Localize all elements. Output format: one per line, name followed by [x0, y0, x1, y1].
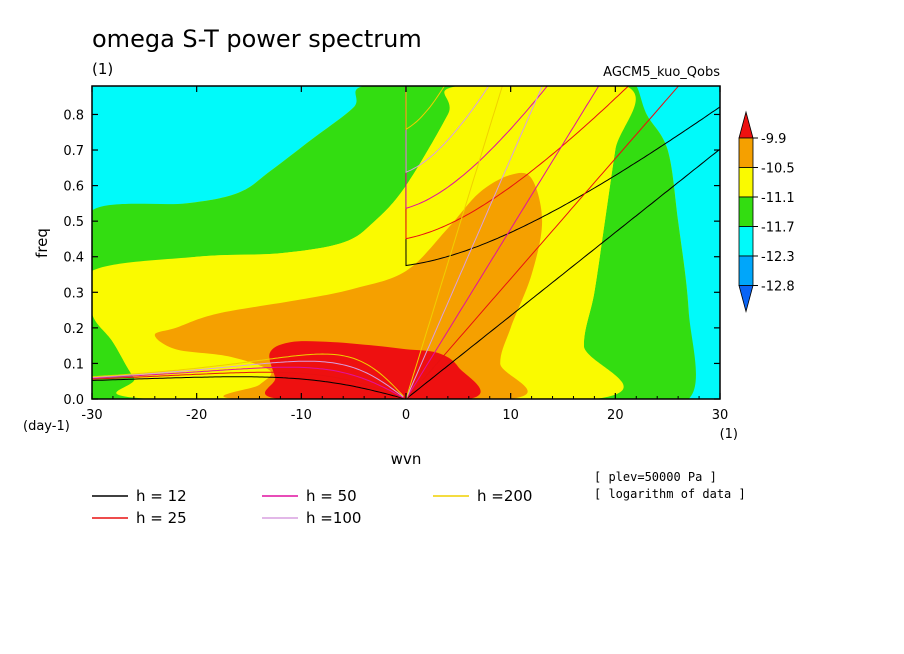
colorbar-swatch: [738, 196, 754, 227]
y-unit-label: (day-1): [23, 419, 70, 434]
x-tick-label: 20: [607, 408, 624, 423]
colorbar-arrow-bottom: [738, 285, 754, 314]
note-plev: [ plev=50000 Pa ]: [594, 470, 717, 484]
inertia-gravity-curve-h100: [405, 86, 490, 173]
x-tick-label: 0: [402, 408, 410, 423]
kelvin-curve-h100: [405, 86, 543, 399]
legend-label-h100: h =100: [306, 509, 361, 527]
rossby-curve-h200: [92, 353, 404, 397]
colorbar-label: -12.3: [761, 250, 795, 265]
legend-label-h50: h = 50: [306, 487, 357, 505]
colorbar-label: -10.5: [761, 162, 795, 177]
y-tick-label: 0.0: [63, 393, 84, 408]
contour-region-10: [265, 341, 481, 399]
x-axis: -30 -20 -10 0 10 20 30: [81, 86, 728, 423]
rossby-curve-h12: [92, 376, 404, 399]
colorbar-label: -9.9: [761, 132, 786, 147]
chart-title: omega S-T power spectrum: [92, 25, 422, 53]
legend-label-h25: h = 25: [136, 509, 187, 527]
colorbar-label: -12.8: [761, 280, 795, 295]
x-unit-label: (1): [720, 427, 738, 442]
contour-region-5: [92, 86, 464, 273]
colorbar-arrow-top: [738, 110, 754, 139]
inertia-gravity-curve-h50: [405, 86, 548, 209]
chart-subtitle-left: (1): [92, 60, 113, 78]
inertia-gravity-curve-h25: [405, 86, 630, 240]
contour-region-7: [582, 86, 696, 399]
legend: h = 12 h = 25 h = 50 h =100 h =200: [92, 487, 532, 527]
y-axis: 0.0 0.1 0.2 0.3 0.4 0.5 0.6 0.7 0.8: [63, 108, 720, 408]
colorbar-label: -11.1: [761, 191, 795, 206]
y-tick-label: 0.1: [63, 357, 84, 372]
colorbar-swatch: [738, 226, 754, 257]
colorbar-swatch: [738, 167, 754, 198]
contour-region-9: [154, 172, 543, 399]
rossby-curve-h100: [92, 360, 404, 398]
x-tick-label: -30: [81, 408, 102, 423]
x-tick-label: 10: [502, 408, 519, 423]
y-tick-label: 0.3: [63, 286, 84, 301]
colorbar: -9.9 -10.5 -11.1 -11.7 -12.3 -12.8: [738, 110, 795, 314]
x-tick-label: -10: [291, 408, 312, 423]
x-tick-label: -20: [186, 408, 207, 423]
inertia-gravity-curve-h12: [405, 86, 720, 267]
x-tick-label: 30: [712, 408, 729, 423]
kelvin-curve-h50: [405, 86, 600, 399]
x-axis-label: wvn: [391, 450, 422, 468]
colorbar-swatch: [738, 255, 754, 286]
kelvin-curve-h200: [405, 86, 503, 399]
y-tick-label: 0.6: [63, 180, 84, 195]
colorbar-swatch: [738, 137, 754, 168]
kelvin-curve-h12: [405, 148, 720, 399]
legend-label-h200: h =200: [477, 487, 532, 505]
y-tick-label: 0.5: [63, 215, 84, 230]
contour-region-3: [92, 86, 383, 219]
y-tick-label: 0.4: [63, 251, 84, 266]
y-tick-label: 0.2: [63, 322, 84, 337]
y-tick-label: 0.8: [63, 108, 84, 123]
dispersion-curves: [92, 86, 720, 399]
chart-subtitle-right: AGCM5_kuo_Qobs: [603, 65, 720, 80]
rossby-curve-h25: [92, 371, 404, 399]
colorbar-label: -11.7: [761, 221, 795, 236]
legend-label-h12: h = 12: [136, 487, 187, 505]
inertia-gravity-curve-h200: [405, 86, 445, 131]
kelvin-curve-h25: [405, 86, 680, 399]
contour-region-4: [632, 86, 720, 399]
y-axis-label: freq: [33, 228, 51, 258]
note-logarithm: [ logarithm of data ]: [594, 487, 746, 501]
rossby-curve-h50: [92, 366, 404, 399]
y-tick-label: 0.7: [63, 144, 84, 159]
